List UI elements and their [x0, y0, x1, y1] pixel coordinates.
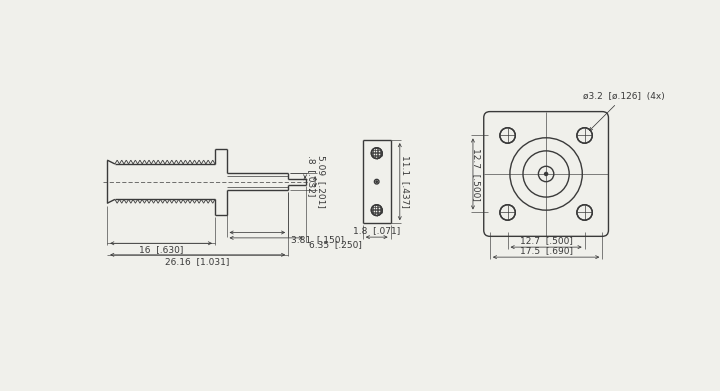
- Circle shape: [376, 181, 377, 183]
- Text: ø3.2  [ø.126]  (4x): ø3.2 [ø.126] (4x): [583, 92, 665, 131]
- Circle shape: [372, 205, 382, 215]
- Circle shape: [577, 205, 593, 220]
- Text: 5.09  [.201]: 5.09 [.201]: [317, 155, 325, 208]
- Circle shape: [500, 128, 516, 143]
- FancyBboxPatch shape: [484, 111, 608, 236]
- Text: 12.7  [.500]: 12.7 [.500]: [472, 147, 480, 201]
- Text: 11.1  [.437]: 11.1 [.437]: [401, 155, 410, 208]
- Circle shape: [577, 128, 593, 143]
- Text: 17.5  [.690]: 17.5 [.690]: [520, 246, 572, 255]
- Circle shape: [544, 172, 548, 176]
- Text: 12.7  [.500]: 12.7 [.500]: [520, 236, 572, 245]
- Text: .8  [.032]: .8 [.032]: [307, 155, 315, 197]
- Circle shape: [500, 205, 516, 220]
- Text: 6.35  [.250]: 6.35 [.250]: [309, 240, 362, 249]
- Text: 1.8  [.071]: 1.8 [.071]: [353, 226, 400, 235]
- Text: 16  [.630]: 16 [.630]: [139, 246, 184, 255]
- Circle shape: [372, 148, 382, 159]
- Text: 3.81  [.150]: 3.81 [.150]: [291, 235, 344, 244]
- Text: 26.16  [1.031]: 26.16 [1.031]: [166, 257, 230, 266]
